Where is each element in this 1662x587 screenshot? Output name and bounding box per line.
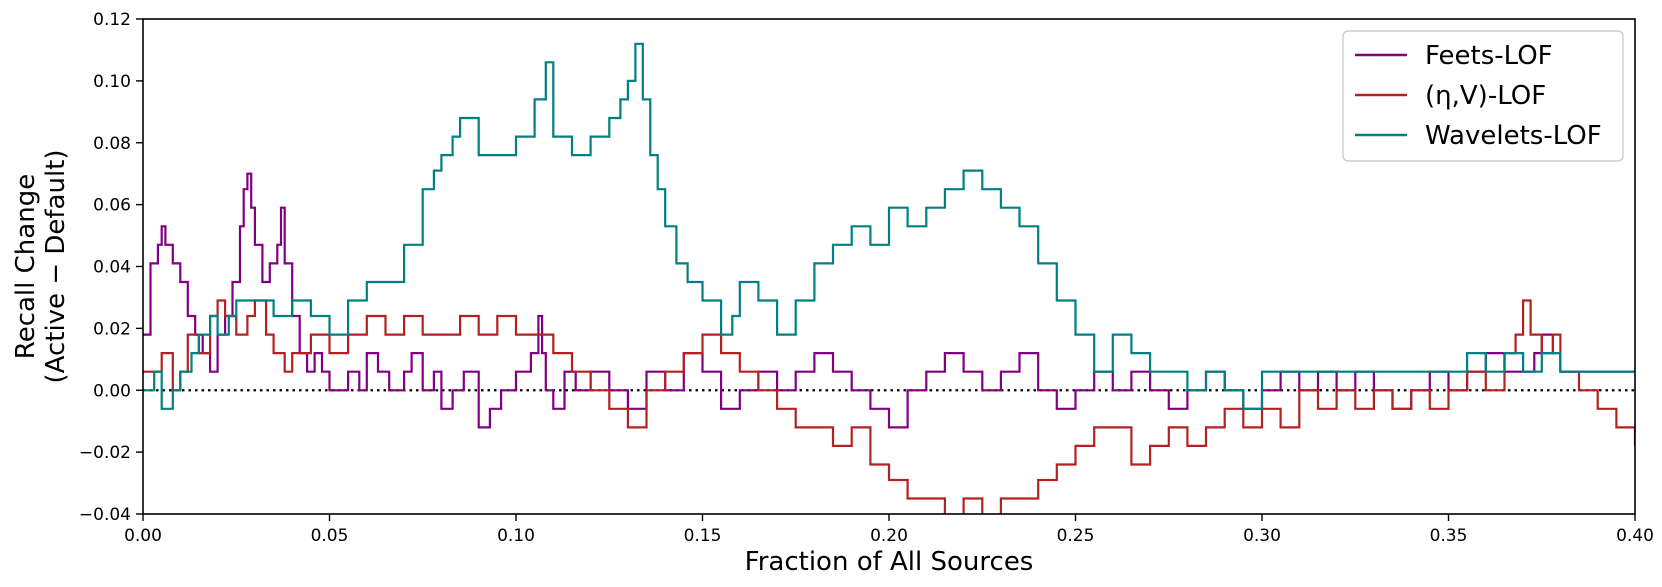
axes: 0.00 0.05 0.10 0.15 0.20 0.25 0.30 0.35 0.40 −0.0… (79, 10, 1654, 546)
x-tick-label: 0.20 (870, 526, 908, 546)
x-tick-label: 0.25 (1057, 526, 1095, 546)
y-tick-label: 0.12 (93, 10, 131, 30)
y-tick-label: 0.08 (93, 134, 131, 154)
y-tick-label: 0.04 (93, 258, 131, 278)
x-tick-label: 0.40 (1616, 526, 1654, 546)
series-line-1 (143, 299, 1635, 514)
legend: Feets-LOF (η,V)-LOF Wavelets-LOF (1342, 30, 1624, 162)
x-tick-label: 0.15 (684, 526, 722, 546)
legend-box (1342, 30, 1624, 162)
x-tick-label: 0.00 (124, 526, 162, 546)
y-tick-label: 0.02 (93, 319, 131, 339)
y-tick-label: 0.06 (93, 196, 131, 216)
y-axis-label-line-1: Recall Change (11, 174, 41, 359)
x-tick-label: 0.30 (1243, 526, 1281, 546)
x-tick-label: 0.35 (1430, 526, 1468, 546)
plot-area (143, 42, 1635, 514)
series-line-2 (143, 42, 1635, 410)
legend-label: Feets-LOF (1425, 41, 1553, 71)
y-tick-label: 0.10 (93, 72, 131, 92)
x-tick-label: 0.10 (497, 526, 535, 546)
y-tick-label: −0.04 (79, 505, 131, 525)
y-tick-label: 0.00 (93, 381, 131, 401)
x-tick-label: 0.05 (311, 526, 349, 546)
legend-label: Wavelets-LOF (1425, 121, 1602, 151)
y-axis-label-line-2: (Active − Default) (41, 149, 71, 383)
y-tick-label: −0.02 (79, 443, 131, 463)
x-axis-label: Fraction of All Sources (745, 547, 1034, 577)
legend-label: (η,V)-LOF (1425, 81, 1546, 111)
